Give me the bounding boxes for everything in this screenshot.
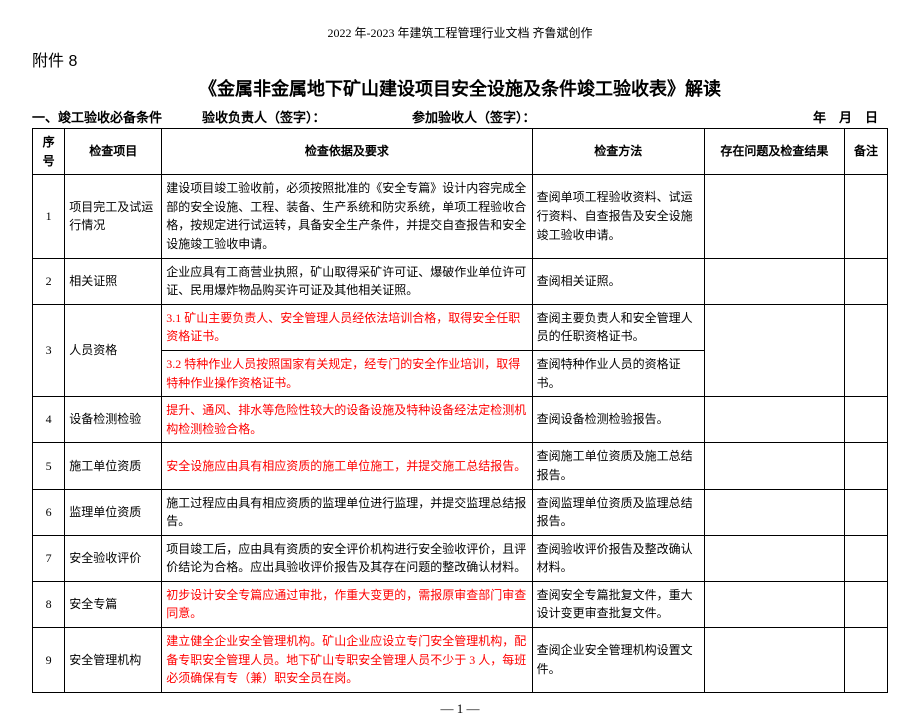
meta-inspector: 验收负责人（签字）：	[202, 107, 412, 126]
cell-basis: 初步设计安全专篇应通过审批，作重大变更的，需报原审查部门审查同意。	[162, 581, 532, 627]
cell-basis: 提升、通风、排水等危险性较大的设备设施及特种设备经法定检测机构检测检验合格。	[162, 397, 532, 443]
meta-date: 年 月 日	[662, 107, 888, 126]
cell-item: 监理单位资质	[65, 489, 162, 535]
cell-basis: 企业应具有工商营业执照，矿山取得采矿许可证、爆破作业单位许可证、民用爆炸物品购买…	[162, 258, 532, 304]
meta-row: 一、竣工验收必备条件 验收负责人（签字）： 参加验收人（签字）： 年 月 日	[32, 107, 888, 126]
cell-item: 人员资格	[65, 304, 162, 396]
cell-no: 6	[33, 489, 65, 535]
table-row: 3 人员资格 3.1 矿山主要负责人、安全管理人员经依法培训合格，取得安全任职资…	[33, 304, 888, 350]
cell-no: 9	[33, 628, 65, 693]
cell-note	[844, 175, 887, 258]
cell-no: 8	[33, 581, 65, 627]
table-header-row: 序号 检查项目 检查依据及要求 检查方法 存在问题及检查结果 备注	[33, 129, 888, 175]
cell-note	[844, 443, 887, 489]
table-row: 9 安全管理机构 建立健全企业安全管理机构。矿山企业应设立专门安全管理机构，配备…	[33, 628, 888, 693]
cell-issue	[704, 581, 844, 627]
cell-method: 查阅单项工程验收资料、试运行资料、自查报告及安全设施竣工验收申请。	[532, 175, 704, 258]
col-method: 检查方法	[532, 129, 704, 175]
cell-no: 3	[33, 304, 65, 396]
cell-item: 安全管理机构	[65, 628, 162, 693]
table-row: 8 安全专篇 初步设计安全专篇应通过审批，作重大变更的，需报原审查部门审查同意。…	[33, 581, 888, 627]
cell-note	[844, 628, 887, 693]
cell-item: 安全专篇	[65, 581, 162, 627]
table-row: 1 项目完工及试运行情况 建设项目竣工验收前，必须按照批准的《安全专篇》设计内容…	[33, 175, 888, 258]
cell-no: 1	[33, 175, 65, 258]
cell-item: 项目完工及试运行情况	[65, 175, 162, 258]
cell-issue	[704, 443, 844, 489]
cell-note	[844, 397, 887, 443]
cell-no: 5	[33, 443, 65, 489]
table-row: 5 施工单位资质 安全设施应由具有相应资质的施工单位施工，并提交施工总结报告。 …	[33, 443, 888, 489]
cell-method: 查阅设备检测检验报告。	[532, 397, 704, 443]
cell-method: 查阅企业安全管理机构设置文件。	[532, 628, 704, 693]
page-number: — 1 —	[32, 701, 888, 717]
inspection-table: 序号 检查项目 检查依据及要求 检查方法 存在问题及检查结果 备注 1 项目完工…	[32, 128, 888, 693]
cell-issue	[704, 175, 844, 258]
cell-item: 设备检测检验	[65, 397, 162, 443]
cell-basis: 3.1 矿山主要负责人、安全管理人员经依法培训合格，取得安全任职资格证书。	[162, 304, 532, 350]
cell-issue	[704, 304, 844, 396]
cell-basis: 3.2 特种作业人员按照国家有关规定，经专门的安全作业培训，取得特种作业操作资格…	[162, 350, 532, 396]
cell-method: 查阅主要负责人和安全管理人员的任职资格证书。	[532, 304, 704, 350]
meta-participant: 参加验收人（签字）：	[412, 107, 662, 126]
cell-method: 查阅相关证照。	[532, 258, 704, 304]
main-title: 《金属非金属地下矿山建设项目安全设施及条件竣工验收表》解读	[32, 75, 888, 101]
cell-item: 施工单位资质	[65, 443, 162, 489]
col-note: 备注	[844, 129, 887, 175]
cell-method: 查阅特种作业人员的资格证书。	[532, 350, 704, 396]
doc-header: 2022 年-2023 年建筑工程管理行业文档 齐鲁斌创作	[32, 24, 888, 41]
cell-note	[844, 489, 887, 535]
table-row: 2 相关证照 企业应具有工商营业执照，矿山取得采矿许可证、爆破作业单位许可证、民…	[33, 258, 888, 304]
cell-no: 2	[33, 258, 65, 304]
cell-item: 相关证照	[65, 258, 162, 304]
table-row: 6 监理单位资质 施工过程应由具有相应资质的监理单位进行监理，并提交监理总结报告…	[33, 489, 888, 535]
cell-method: 查阅验收评价报告及整改确认材料。	[532, 535, 704, 581]
cell-issue	[704, 489, 844, 535]
cell-issue	[704, 397, 844, 443]
cell-note	[844, 535, 887, 581]
cell-no: 4	[33, 397, 65, 443]
cell-basis: 建立健全企业安全管理机构。矿山企业应设立专门安全管理机构，配备专职安全管理人员。…	[162, 628, 532, 693]
col-basis: 检查依据及要求	[162, 129, 532, 175]
cell-basis: 建设项目竣工验收前，必须按照批准的《安全专篇》设计内容完成全部的安全设施、工程、…	[162, 175, 532, 258]
cell-basis: 施工过程应由具有相应资质的监理单位进行监理，并提交监理总结报告。	[162, 489, 532, 535]
cell-method: 查阅施工单位资质及施工总结报告。	[532, 443, 704, 489]
cell-issue	[704, 535, 844, 581]
col-no: 序号	[33, 129, 65, 175]
cell-issue	[704, 258, 844, 304]
cell-note	[844, 258, 887, 304]
cell-note	[844, 581, 887, 627]
cell-note	[844, 304, 887, 396]
col-issue: 存在问题及检查结果	[704, 129, 844, 175]
cell-no: 7	[33, 535, 65, 581]
cell-method: 查阅监理单位资质及监理总结报告。	[532, 489, 704, 535]
cell-item: 安全验收评价	[65, 535, 162, 581]
meta-section: 一、竣工验收必备条件	[32, 107, 202, 126]
cell-basis: 项目竣工后，应由具有资质的安全评价机构进行安全验收评价，且评价结论为合格。应出具…	[162, 535, 532, 581]
attachment-label: 附件 8	[32, 47, 888, 71]
col-item: 检查项目	[65, 129, 162, 175]
table-row: 7 安全验收评价 项目竣工后，应由具有资质的安全评价机构进行安全验收评价，且评价…	[33, 535, 888, 581]
cell-issue	[704, 628, 844, 693]
cell-method: 查阅安全专篇批复文件，重大设计变更审查批复文件。	[532, 581, 704, 627]
table-row: 4 设备检测检验 提升、通风、排水等危险性较大的设备设施及特种设备经法定检测机构…	[33, 397, 888, 443]
cell-basis: 安全设施应由具有相应资质的施工单位施工，并提交施工总结报告。	[162, 443, 532, 489]
